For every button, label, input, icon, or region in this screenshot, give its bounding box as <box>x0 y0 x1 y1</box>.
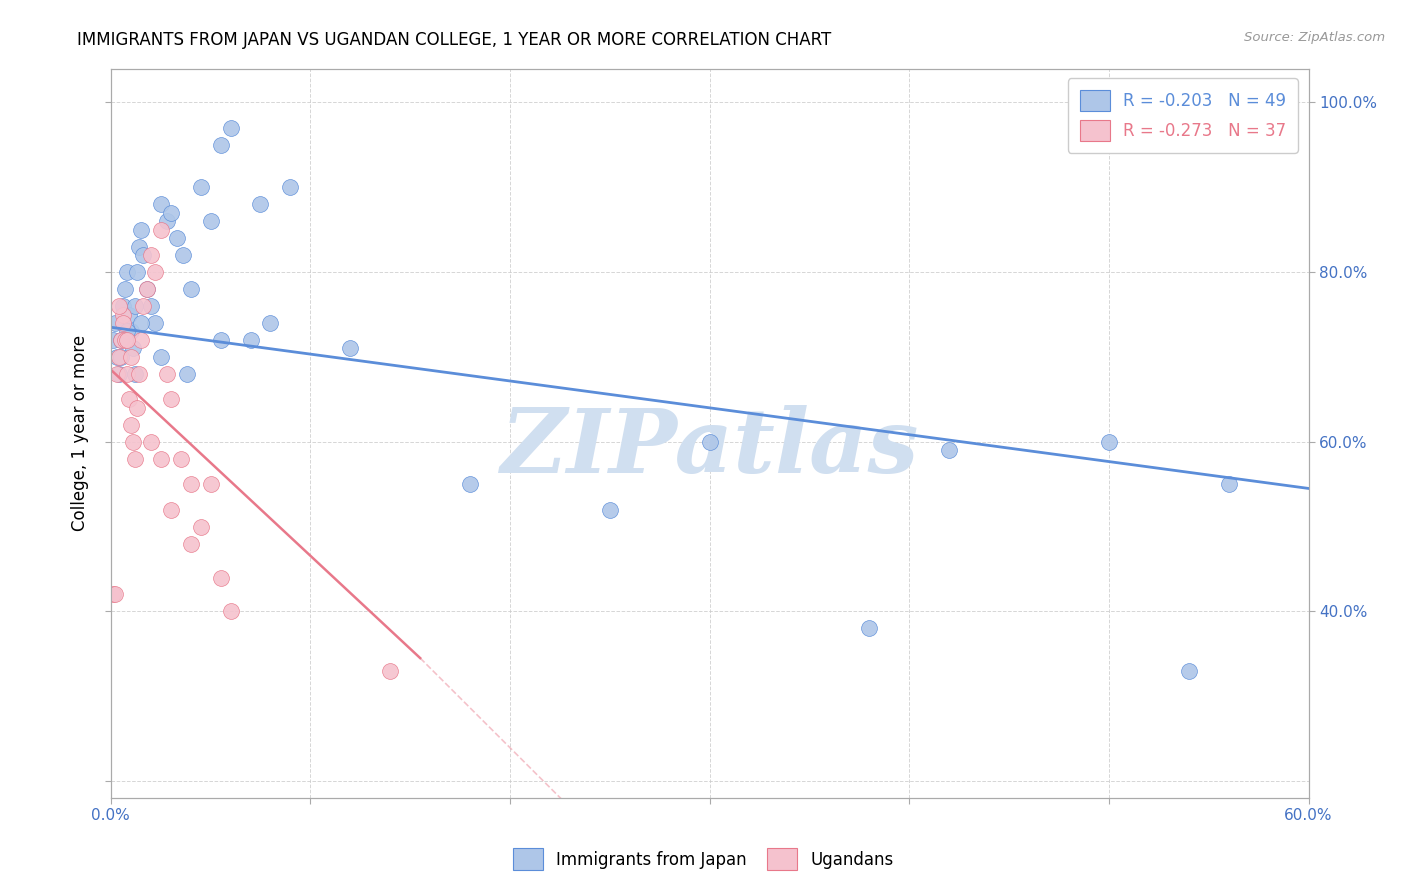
Point <box>118 392 141 407</box>
Point <box>110 333 132 347</box>
Text: Source: ZipAtlas.com: Source: ZipAtlas.com <box>1244 31 1385 45</box>
Point <box>156 214 179 228</box>
Point <box>101 587 124 601</box>
Point <box>259 316 281 330</box>
Point <box>200 214 222 228</box>
Point <box>139 248 162 262</box>
Point <box>115 367 138 381</box>
Point <box>110 350 132 364</box>
Point <box>114 282 136 296</box>
Point <box>169 451 191 466</box>
Point <box>156 367 179 381</box>
Point <box>159 205 181 219</box>
Point <box>129 316 152 330</box>
Point <box>858 621 880 635</box>
Point <box>200 477 222 491</box>
Point <box>111 316 134 330</box>
Point <box>135 282 157 296</box>
Point <box>219 120 242 135</box>
Point <box>105 367 128 381</box>
Point <box>180 477 202 491</box>
Point <box>139 299 162 313</box>
Point <box>1218 477 1240 491</box>
Point <box>115 333 138 347</box>
Point <box>166 231 188 245</box>
Point <box>280 180 302 194</box>
Point <box>107 367 129 381</box>
Point <box>159 392 181 407</box>
Point <box>149 223 172 237</box>
Point <box>120 417 142 432</box>
Point <box>149 350 172 364</box>
Point <box>180 282 202 296</box>
Point <box>209 137 232 152</box>
Point <box>239 333 262 347</box>
Legend: R = -0.203   N = 49, R = -0.273   N = 37: R = -0.203 N = 49, R = -0.273 N = 37 <box>1069 78 1298 153</box>
Legend: Immigrants from Japan, Ugandans: Immigrants from Japan, Ugandans <box>506 842 900 877</box>
Point <box>143 316 166 330</box>
Point <box>111 308 134 322</box>
Point <box>114 333 136 347</box>
Point <box>1098 434 1121 449</box>
Point <box>209 570 232 584</box>
Point <box>128 367 150 381</box>
Point <box>339 342 361 356</box>
Point <box>120 325 142 339</box>
Point <box>149 197 172 211</box>
Point <box>121 434 143 449</box>
Point <box>129 333 152 347</box>
Point <box>120 350 142 364</box>
Point <box>599 502 621 516</box>
Point <box>124 451 146 466</box>
Point <box>124 299 146 313</box>
Point <box>107 299 129 313</box>
Point <box>172 248 194 262</box>
Point <box>699 434 721 449</box>
Point <box>124 367 146 381</box>
Point <box>458 477 481 491</box>
Point <box>105 350 128 364</box>
Text: ZIPatlas: ZIPatlas <box>501 405 918 491</box>
Point <box>104 587 127 601</box>
Point <box>135 282 157 296</box>
Point <box>159 502 181 516</box>
Point <box>209 333 232 347</box>
Point <box>110 333 132 347</box>
Point <box>129 223 152 237</box>
Point <box>104 316 127 330</box>
Point <box>176 367 198 381</box>
Point <box>139 434 162 449</box>
Point <box>128 240 150 254</box>
Point <box>938 443 960 458</box>
Point <box>131 299 153 313</box>
Point <box>1177 664 1199 678</box>
Point <box>125 265 148 279</box>
Point <box>190 519 212 533</box>
Point <box>101 333 124 347</box>
Point <box>190 180 212 194</box>
Point <box>115 325 138 339</box>
Point <box>380 664 402 678</box>
Point <box>107 350 129 364</box>
Point <box>249 197 271 211</box>
Point <box>149 451 172 466</box>
Y-axis label: College, 1 year or more: College, 1 year or more <box>72 335 89 532</box>
Point <box>143 265 166 279</box>
Point <box>121 342 143 356</box>
Text: IMMIGRANTS FROM JAPAN VS UGANDAN COLLEGE, 1 YEAR OR MORE CORRELATION CHART: IMMIGRANTS FROM JAPAN VS UGANDAN COLLEGE… <box>77 31 831 49</box>
Point <box>219 604 242 618</box>
Point <box>118 308 141 322</box>
Point <box>111 299 134 313</box>
Point <box>180 536 202 550</box>
Point <box>125 401 148 415</box>
Point <box>115 265 138 279</box>
Point <box>131 248 153 262</box>
